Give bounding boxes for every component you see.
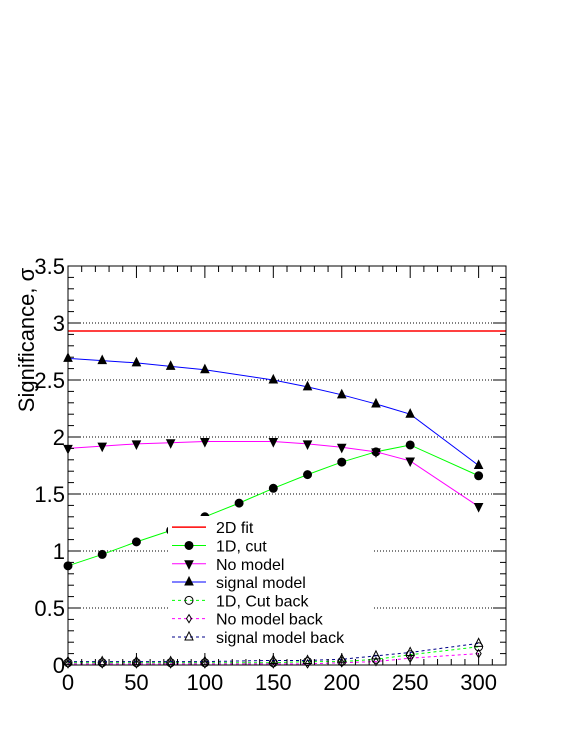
series-line-1 bbox=[67, 444, 479, 567]
data-point-5-3 bbox=[167, 658, 174, 669]
y-axis-label: Significance, σ bbox=[14, 267, 39, 412]
legend-label-3: signal model bbox=[216, 575, 306, 592]
series-2 bbox=[63, 438, 484, 513]
data-point-5-1 bbox=[99, 658, 106, 669]
data-point-2-4 bbox=[200, 438, 210, 448]
data-point-3-1 bbox=[97, 354, 108, 365]
data-point-5-4 bbox=[201, 658, 208, 669]
data-point-5-5 bbox=[270, 658, 277, 669]
data-point-4-1 bbox=[97, 658, 107, 668]
data-point-6-10 bbox=[473, 637, 484, 647]
legend-marker-3 bbox=[184, 575, 194, 586]
legend-label-5: No model back bbox=[216, 612, 324, 629]
x-tick-label-3: 150 bbox=[255, 670, 292, 695]
legend-marker-1 bbox=[184, 540, 194, 550]
data-point-3-6 bbox=[302, 380, 313, 391]
data-point-5-2 bbox=[133, 658, 140, 669]
legend-label-4: 1D, Cut back bbox=[216, 593, 309, 610]
data-point-5-6 bbox=[304, 658, 311, 669]
data-point-6-8 bbox=[371, 649, 381, 660]
data-point-2-1 bbox=[97, 442, 108, 453]
y-tick-label-0: 0 bbox=[53, 653, 65, 678]
series-3 bbox=[63, 352, 484, 469]
axis-ticks bbox=[67, 265, 507, 666]
data-point-1-11 bbox=[474, 471, 484, 481]
y-tick-label-5: 2.5 bbox=[34, 368, 65, 393]
data-point-4-3 bbox=[166, 658, 176, 668]
x-tick-label-6: 300 bbox=[460, 670, 497, 695]
legend-box bbox=[168, 516, 374, 647]
data-point-3-9 bbox=[405, 408, 415, 418]
data-point-1-5 bbox=[234, 498, 244, 508]
data-point-1-6 bbox=[268, 483, 278, 493]
x-tick-label-5: 250 bbox=[392, 670, 429, 695]
data-point-5-7 bbox=[338, 657, 345, 668]
x-tick-label-2: 100 bbox=[187, 670, 224, 695]
data-point-3-5 bbox=[268, 373, 279, 384]
data-point-3-2 bbox=[131, 356, 142, 367]
data-point-3-8 bbox=[371, 397, 381, 408]
y-tick-label-6: 3 bbox=[53, 311, 65, 336]
tick-labels: 0 0.5 1 1.5 2 2.5 3 3.5 0 50 100 150 200 250 300 bbox=[34, 254, 497, 695]
data-point-2-6 bbox=[302, 440, 313, 450]
legend-marker-4 bbox=[184, 595, 194, 605]
legend-label-0: 2D fit bbox=[216, 520, 254, 537]
data-point-3-10 bbox=[473, 459, 484, 469]
data-point-2-2 bbox=[131, 440, 142, 450]
data-point-2-5 bbox=[268, 438, 279, 448]
data-point-2-10 bbox=[473, 503, 484, 513]
data-point-3-4 bbox=[200, 363, 210, 374]
data-point-2-9 bbox=[405, 457, 415, 468]
x-tick-label-1: 50 bbox=[124, 670, 148, 695]
data-point-1-1 bbox=[97, 549, 107, 559]
y-tick-label-4: 2 bbox=[53, 425, 65, 450]
data-point-2-3 bbox=[165, 439, 176, 449]
data-point-5-8 bbox=[372, 656, 380, 667]
data-point-1-10 bbox=[405, 440, 415, 450]
data-point-3-7 bbox=[336, 388, 347, 399]
data-point-1-7 bbox=[303, 470, 313, 480]
legend-marker-6 bbox=[184, 630, 194, 641]
data-point-2-7 bbox=[336, 443, 347, 454]
legend-label-2: No model bbox=[216, 557, 284, 574]
data-point-1-8 bbox=[337, 457, 347, 467]
legend-label-1: 1D, cut bbox=[216, 538, 267, 555]
x-tick-label-0: 0 bbox=[62, 670, 74, 695]
data-point-1-2 bbox=[131, 537, 141, 547]
data-point-6-6 bbox=[302, 654, 313, 664]
y-tick-label-1: 0.5 bbox=[34, 596, 65, 621]
data-point-2-8 bbox=[371, 448, 381, 458]
y-tick-label-2: 1 bbox=[53, 539, 65, 564]
legend-marker-2 bbox=[184, 560, 194, 570]
y-tick-label-3: 1.5 bbox=[34, 482, 65, 507]
legend-label-6: signal model back bbox=[216, 630, 345, 647]
y-tick-label-7: 3.5 bbox=[34, 254, 65, 279]
x-tick-label-4: 200 bbox=[323, 670, 360, 695]
data-point-5-0 bbox=[64, 658, 72, 669]
data-point-3-3 bbox=[165, 360, 176, 370]
data-point-4-6 bbox=[303, 657, 313, 667]
legend-marker-5 bbox=[185, 613, 193, 624]
